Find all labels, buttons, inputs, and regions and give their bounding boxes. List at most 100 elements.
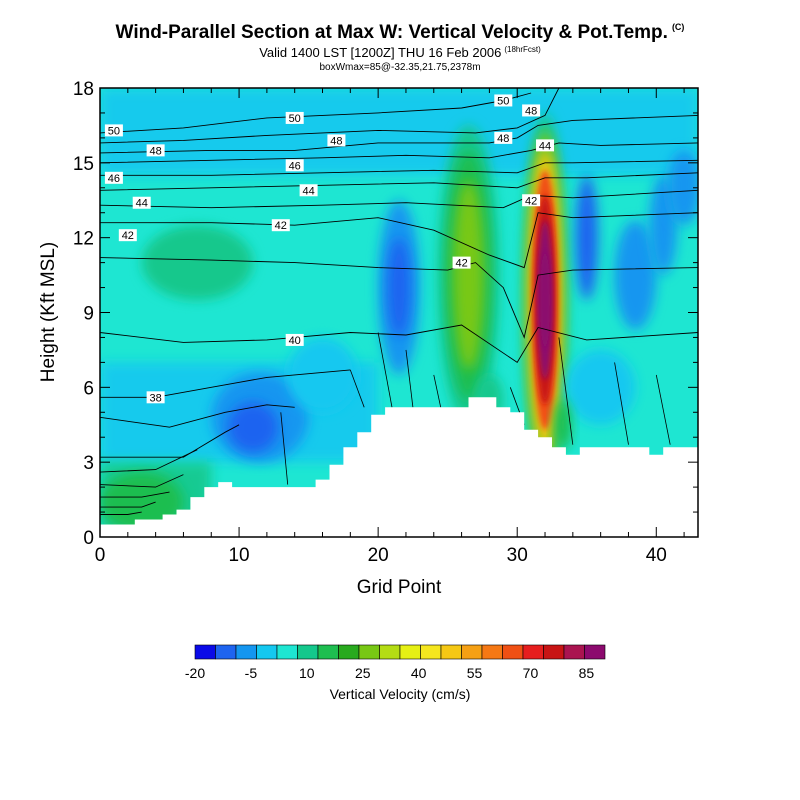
contour-label-text: 42	[455, 258, 467, 270]
contour-label-text: 42	[275, 220, 287, 232]
isentrope-line	[100, 501, 156, 508]
x-tick-label: 40	[646, 545, 667, 566]
contour-label: 48	[494, 131, 513, 145]
colorbar-tick-label: -5	[245, 665, 258, 681]
contour-label-bg	[522, 194, 541, 207]
colorbar-swatch	[399, 644, 421, 660]
contour-label-text: 48	[330, 135, 342, 147]
x-axis-title: Grid Point	[357, 577, 442, 598]
contour-label: 48	[146, 144, 165, 157]
colorbar-swatch	[543, 644, 565, 660]
contour-label-bg	[494, 131, 513, 144]
contour-label-bg	[285, 111, 304, 124]
contour-label-bg	[104, 171, 123, 184]
contour-label: 44	[132, 196, 151, 210]
axes: 0 10 20 30 40 0 3 6 9 12 15 18	[73, 79, 698, 566]
colorbar-swatch	[481, 644, 503, 660]
isentrope-line	[100, 114, 698, 154]
isentrope-line	[100, 159, 698, 176]
colorbar-swatch	[502, 644, 524, 660]
y-tick-label: 9	[83, 304, 94, 325]
velocity-feature	[141, 225, 253, 301]
colorbar-title: Vertical Velocity (cm/s)	[330, 686, 471, 702]
colorbar-tick-label: 70	[523, 665, 539, 681]
contour-label-bg	[536, 139, 555, 152]
isentrope-line	[100, 424, 240, 458]
isentrope-line	[100, 449, 198, 473]
contour-label: 50	[494, 94, 513, 107]
contour-label-bg	[494, 94, 513, 107]
contour-label-bg	[104, 124, 123, 137]
contour-label-text: 46	[289, 160, 301, 172]
y-tick-label: 12	[73, 229, 94, 250]
contour-label-bg	[118, 229, 137, 242]
contour-label-bg	[271, 219, 290, 232]
isentrope-contours	[100, 88, 698, 515]
isentrope-line	[100, 142, 698, 164]
contour-label-text: 48	[525, 105, 537, 117]
colorbar-swatch	[317, 644, 339, 660]
colorbar-swatch	[194, 644, 216, 660]
contour-label-text: 48	[497, 133, 509, 145]
contour-label: 38	[146, 391, 165, 404]
velocity-feature	[667, 150, 698, 226]
colorbar-swatch	[379, 644, 401, 660]
contour-label: 46	[104, 171, 123, 185]
chart-subtitle: Valid 1400 LST [1200Z] THU 16 Feb 2006 (1…	[259, 45, 541, 60]
contour-labels: 50 48 46 44 42 50 48 46 44 42 42 40 38 50 48 48 44 42	[104, 94, 555, 404]
y-tick-label: 18	[73, 79, 94, 100]
terrain-mask	[100, 397, 698, 537]
colorbar-tick-label: 25	[355, 665, 371, 681]
x-tick-label: 0	[95, 545, 106, 566]
contour-label-bg	[146, 144, 165, 157]
colorbar-swatch	[338, 644, 360, 660]
isentrope-line	[100, 404, 295, 428]
colorbar-tick-label: -20	[185, 665, 205, 681]
colorbar-swatch	[256, 644, 278, 660]
isentrope-line	[349, 369, 365, 408]
colorbar-swatch	[215, 644, 237, 660]
velocity-feature	[554, 399, 572, 450]
contour-label: 42	[522, 194, 541, 207]
isentrope-line	[655, 374, 671, 445]
colorbar-swatch	[522, 644, 544, 660]
contour-label-bg	[285, 333, 304, 346]
isentrope-line	[100, 324, 698, 364]
colorbar-swatch	[563, 644, 585, 660]
x-tick-label: 10	[228, 545, 249, 566]
colorbar-tick-label: 40	[411, 665, 427, 681]
chart-info: boxWmax=85@-32.35,21.75,2378m	[319, 62, 481, 73]
contour-label-bg	[299, 184, 318, 197]
contour-label: 44	[536, 139, 555, 152]
colorbar-tick-label: 55	[467, 665, 483, 681]
isentrope-line	[100, 212, 698, 269]
contour-label: 42	[452, 256, 471, 270]
isentrope-line	[100, 88, 560, 144]
contour-label: 48	[522, 104, 541, 117]
contour-label-text: 40	[289, 335, 301, 347]
contour-label: 40	[285, 333, 304, 347]
velocity-feature	[575, 175, 598, 301]
velocity-feature	[540, 250, 550, 350]
y-tick-label: 0	[83, 528, 94, 549]
contour-label-text: 42	[122, 230, 134, 242]
contour-label-text: 38	[150, 392, 162, 404]
contour-label: 46	[285, 159, 304, 172]
isentrope-line	[100, 474, 184, 488]
contour-label-text: 46	[108, 173, 120, 185]
colorbar-swatch	[440, 644, 462, 660]
isentrope-line	[377, 332, 393, 408]
isentrope-line	[100, 189, 698, 209]
y-tick-label: 15	[73, 154, 94, 175]
colorbar-swatch	[420, 644, 442, 660]
y-axis-title: Height (Kft MSL)	[38, 242, 59, 382]
contour-label-text: 48	[150, 145, 162, 157]
colorbar-swatch	[297, 644, 319, 660]
colorbar-swatch	[235, 644, 257, 660]
isentrope-line	[614, 362, 629, 445]
colorbar-tick-label: 10	[299, 665, 315, 681]
velocity-feature	[387, 237, 411, 338]
contour-label-bg	[146, 391, 165, 404]
isentrope-line	[280, 412, 289, 485]
